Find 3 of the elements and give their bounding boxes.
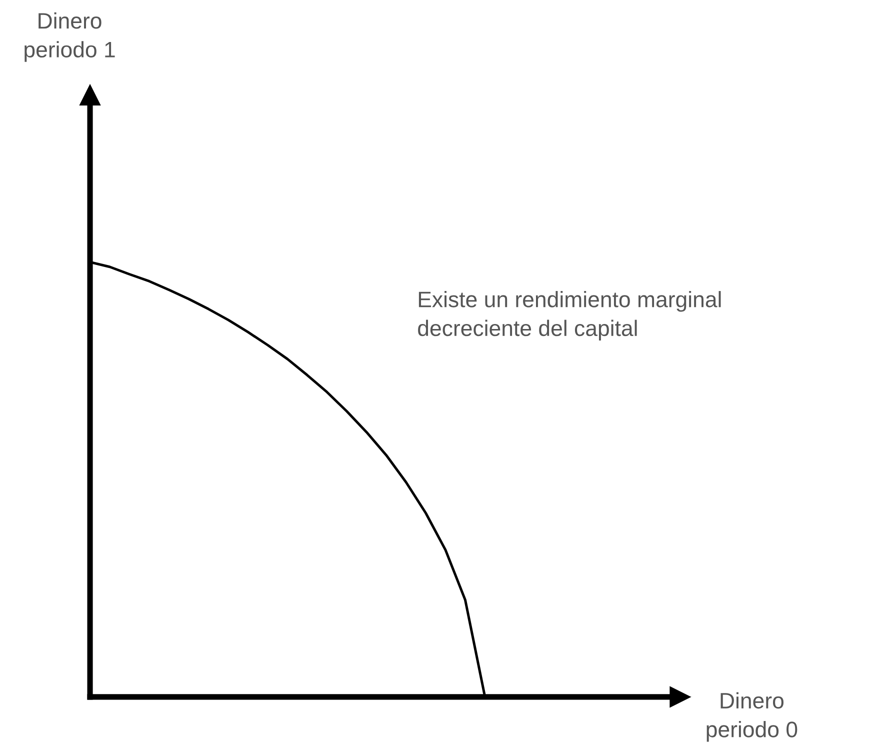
text: Dinero periodo 0 xyxy=(706,692,798,742)
text: Dinero periodo 1 xyxy=(24,12,115,62)
annotation: Existe un rendimiento marginal decreciente del capital xyxy=(418,291,721,341)
